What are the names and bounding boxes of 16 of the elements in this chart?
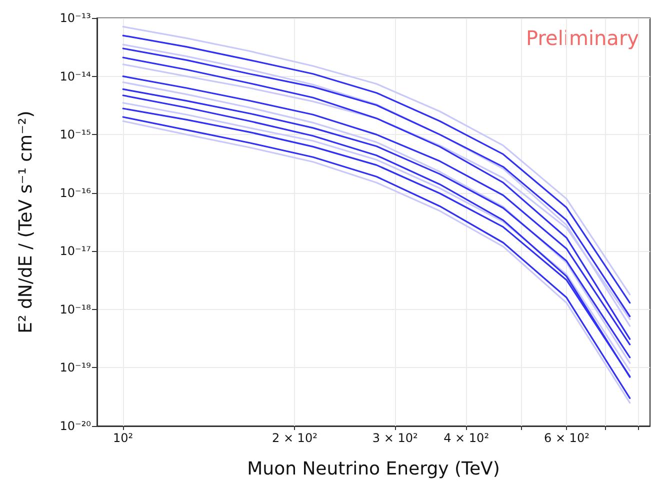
y-tick-label: 10⁻¹³: [60, 11, 92, 25]
y-tick-label: 10⁻²⁰: [60, 419, 92, 433]
x-tick-label: 10²: [113, 431, 134, 445]
x-tick-label: 2 × 10²: [272, 431, 318, 445]
x-tick-label: 6 × 10²: [544, 431, 590, 445]
y-axis-title: E² dN/dE / (TeV s⁻¹ cm⁻²): [16, 110, 36, 334]
x-tick-label: 3 × 10²: [372, 431, 418, 445]
y-tick-label: 10⁻¹⁸: [60, 302, 92, 316]
x-axis-title: Muon Neutrino Energy (TeV): [247, 458, 500, 480]
y-tick-label: 10⁻¹⁹: [60, 360, 92, 375]
y-tick-label: 10⁻¹⁷: [60, 244, 92, 258]
annotation: Preliminary: [526, 26, 640, 50]
y-tick-label: 10⁻¹⁵: [60, 128, 92, 142]
y-tick-label: 10⁻¹⁶: [60, 186, 92, 200]
x-tick-label: 4 × 10²: [444, 431, 490, 445]
y-tick-label: 10⁻¹⁴: [60, 69, 92, 84]
